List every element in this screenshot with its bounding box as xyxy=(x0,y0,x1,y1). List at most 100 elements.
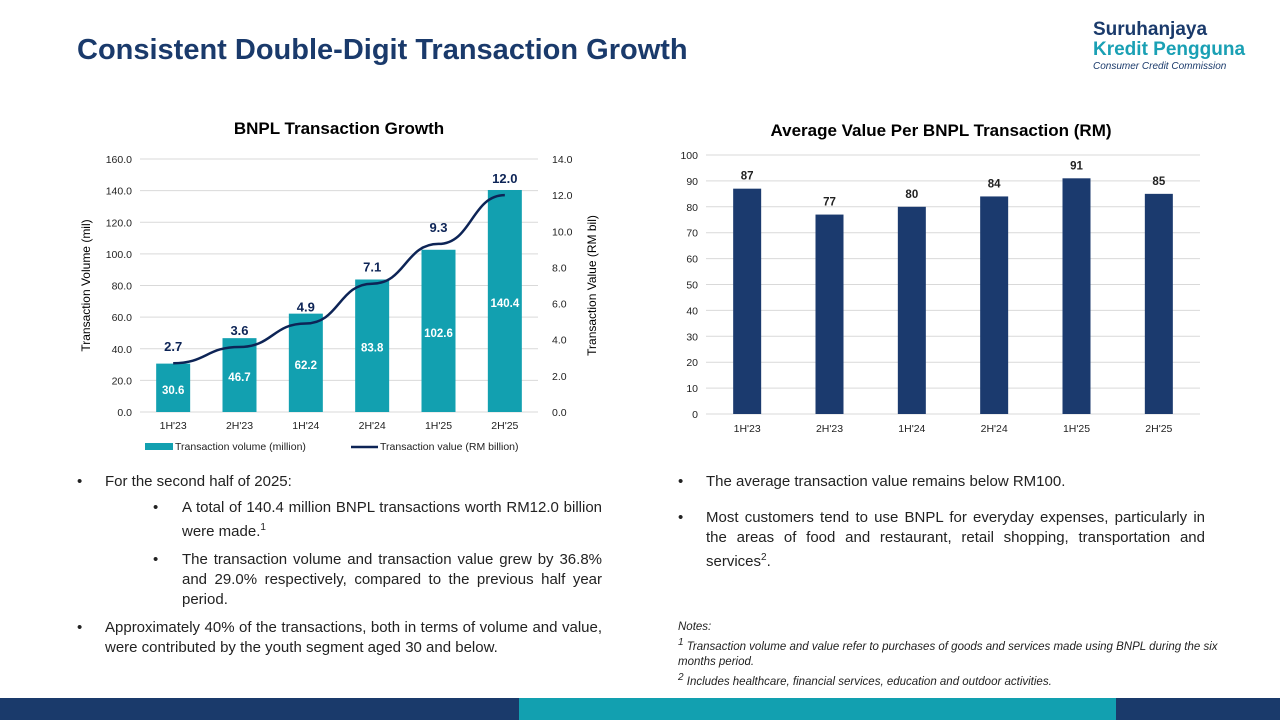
y-tick-label: 30 xyxy=(686,331,698,343)
volume-bar xyxy=(487,189,522,412)
chart-title: BNPL Transaction Growth xyxy=(234,119,444,138)
y-tick-label: 70 xyxy=(686,228,698,240)
note-2: 2 Includes healthcare, financial service… xyxy=(678,671,1052,688)
y2-tick-label: 10.0 xyxy=(552,226,573,238)
y-tick-label: 20.0 xyxy=(112,375,133,387)
volume-bar-label: 140.4 xyxy=(490,298,519,310)
avg-value-bar xyxy=(980,196,1009,414)
y-tick-label: 20 xyxy=(686,357,698,369)
right-bullet-1: The average transaction value remains be… xyxy=(678,472,1205,492)
x-tick-label: 1H'24 xyxy=(292,420,319,432)
volume-bar xyxy=(421,249,456,412)
avg-value-bar-label: 87 xyxy=(741,171,754,183)
y2-tick-label: 6.0 xyxy=(552,299,567,311)
avg-value-bar xyxy=(897,206,926,414)
y2-tick-label: 14.0 xyxy=(552,154,573,166)
avg-value-bar xyxy=(1144,193,1173,414)
x-tick-label: 1H'25 xyxy=(425,420,452,432)
volume-bar xyxy=(288,313,323,412)
y-tick-label: 120.0 xyxy=(106,217,132,229)
left-bullet-1: For the second half of 2025: A total of … xyxy=(77,472,602,610)
avg-value-bar xyxy=(733,188,762,414)
avg-value-bar-label: 91 xyxy=(1070,160,1083,172)
y2-tick-label: 8.0 xyxy=(552,262,567,274)
logo: Suruhanjaya Kredit Pengguna Consumer Cre… xyxy=(1093,20,1245,74)
left-sub-bullet-2: The transaction volume and transaction v… xyxy=(153,550,602,610)
volume-bar-label: 102.6 xyxy=(424,328,453,340)
avg-value-bar-label: 85 xyxy=(1152,176,1165,188)
y-tick-label: 40 xyxy=(686,305,698,317)
value-line xyxy=(173,193,505,365)
volume-bar-label: 83.8 xyxy=(361,343,384,355)
x-tick-label: 2H'23 xyxy=(226,420,253,432)
chart-title: Average Value Per BNPL Transaction (RM) xyxy=(770,121,1111,140)
x-tick-label: 2H'24 xyxy=(981,423,1008,435)
y-tick-label: 100.0 xyxy=(106,249,132,261)
value-line-label: 4.9 xyxy=(297,299,315,314)
legend-volume-label: Transaction volume (million) xyxy=(175,441,306,453)
bnpl-growth-chart: BNPL Transaction Growth 0.0 20.0 40.0 60.0 80… xyxy=(79,119,599,453)
volume-bar xyxy=(222,338,257,412)
footer-bar xyxy=(0,698,1280,720)
value-line-label: 3.6 xyxy=(230,323,248,338)
footer-segment-left xyxy=(0,698,519,720)
x-tick-label: 2H'23 xyxy=(816,423,843,435)
y-tick-label: 40.0 xyxy=(112,344,133,356)
y-tick-label: 160.0 xyxy=(106,154,132,166)
page-title: Consistent Double-Digit Transaction Grow… xyxy=(77,34,688,66)
y-tick-label: 100 xyxy=(680,150,698,162)
left-bullets: For the second half of 2025: A total of … xyxy=(77,472,602,664)
avg-value-bar-label: 77 xyxy=(823,197,836,209)
notes: Notes: 1 Transaction volume and value re… xyxy=(678,620,1238,690)
left-bullet-2: Approximately 40% of the transactions, b… xyxy=(77,618,602,658)
y-tick-label: 80.0 xyxy=(112,281,133,293)
avg-value-bar xyxy=(815,214,844,414)
volume-bar xyxy=(355,279,390,412)
volume-bar-label: 46.7 xyxy=(228,372,250,384)
x-tick-label: 2H'24 xyxy=(359,420,386,432)
x-tick-label: 1H'23 xyxy=(160,420,187,432)
volume-bar xyxy=(156,363,191,412)
y-tick-label: 80 xyxy=(686,202,698,214)
x-tick-label: 1H'25 xyxy=(1063,423,1090,435)
y-tick-label: 0.0 xyxy=(117,407,132,419)
logo-line-3: Consumer Credit Commission xyxy=(1093,61,1227,72)
footer-segment-right xyxy=(1116,698,1280,720)
volume-bar-label: 62.2 xyxy=(295,360,317,372)
y2-axis-label: Transaction Value (RM bil) xyxy=(585,215,599,356)
avg-value-bar-label: 80 xyxy=(905,189,918,201)
y2-tick-label: 4.0 xyxy=(552,335,567,347)
y-tick-label: 60 xyxy=(686,254,698,266)
footer-segment-middle xyxy=(519,698,1116,720)
right-bullet-2: Most customers tend to use BNPL for ever… xyxy=(678,508,1205,572)
y2-tick-label: 0.0 xyxy=(552,407,567,419)
legend-value-label: Transaction value (RM billion) xyxy=(380,441,519,453)
y-tick-label: 0 xyxy=(692,409,698,421)
notes-heading: Notes: xyxy=(678,621,712,633)
value-line-label: 12.0 xyxy=(492,171,517,186)
x-tick-label: 1H'24 xyxy=(898,423,925,435)
y-tick-label: 140.0 xyxy=(106,186,132,198)
avg-value-chart: Average Value Per BNPL Transaction (RM) 0… xyxy=(680,121,1200,435)
left-sub-bullets: A total of 140.4 million BNPL transactio… xyxy=(153,498,602,610)
logo-line-2: Kredit Pengguna xyxy=(1093,39,1246,60)
y-tick-label: 60.0 xyxy=(112,312,133,324)
y-tick-label: 10 xyxy=(686,383,698,395)
x-tick-label: 2H'25 xyxy=(491,420,518,432)
x-tick-label: 2H'25 xyxy=(1145,423,1172,435)
y-tick-label: 90 xyxy=(686,176,698,188)
legend-volume-swatch xyxy=(145,443,173,450)
volume-bar-label: 30.6 xyxy=(162,385,184,397)
x-tick-label: 1H'23 xyxy=(734,423,761,435)
value-line-label: 2.7 xyxy=(164,339,182,354)
y-tick-label: 50 xyxy=(686,280,698,292)
y-axis-label: Transaction Volume (mil) xyxy=(79,219,93,351)
y2-tick-label: 2.0 xyxy=(552,371,567,383)
y2-tick-label: 12.0 xyxy=(552,190,573,202)
avg-value-bar xyxy=(1062,178,1091,414)
right-bullets: The average transaction value remains be… xyxy=(678,472,1205,578)
value-line-label: 9.3 xyxy=(429,220,447,235)
avg-value-bar-label: 84 xyxy=(988,178,1001,190)
left-sub-bullet-1: A total of 140.4 million BNPL transactio… xyxy=(153,498,602,542)
note-1: 1 Transaction volume and value refer to … xyxy=(678,637,1218,668)
